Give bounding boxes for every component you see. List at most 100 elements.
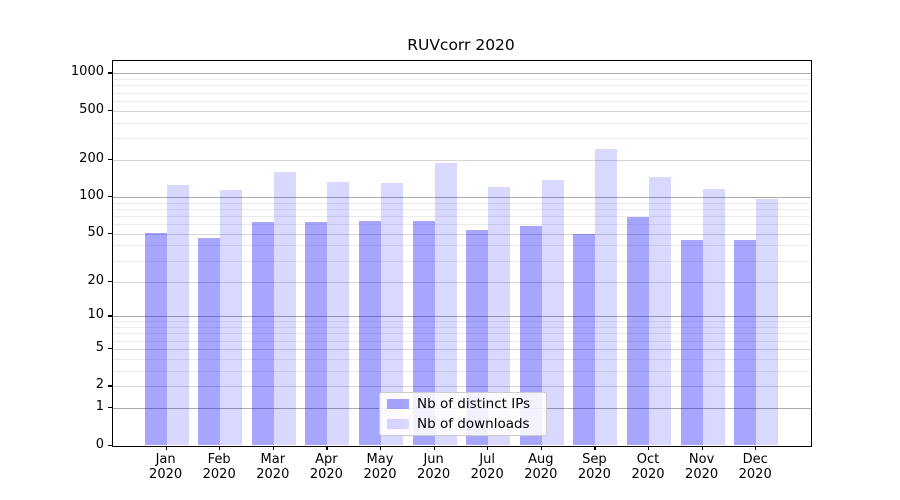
x-tick-label-jul: Jul 2020: [470, 451, 504, 483]
y-tick-label: 5: [95, 339, 104, 355]
y-tick-mark: [108, 385, 112, 387]
bar-downloads-mar: [273, 171, 296, 446]
gridline-minor: [113, 100, 811, 102]
y-tick-label: 1: [95, 399, 104, 415]
y-tick-label: 10: [87, 307, 104, 323]
legend-swatch-downloads: [387, 419, 409, 429]
gridline-minor: [113, 224, 811, 226]
x-tick-label-dec: Dec 2020: [738, 451, 772, 483]
gridline-decade: [113, 73, 811, 75]
x-tick-label-apr: Apr 2020: [309, 451, 343, 483]
y-tick-mark: [108, 158, 112, 161]
y-tick-label: 20: [87, 272, 104, 288]
bar-distinct-ips-mar: [251, 222, 274, 446]
y-tick-mark: [108, 232, 112, 234]
x-tick-label-aug: Aug 2020: [524, 451, 558, 483]
bar-distinct-ips-apr: [305, 222, 328, 446]
legend: Nb of distinct IPs Nb of downloads: [379, 392, 547, 436]
bar-downloads-apr: [327, 182, 350, 446]
x-tick-label-mar: Mar 2020: [256, 451, 290, 483]
x-tick-mark: [487, 445, 489, 450]
gridline-minor: [113, 370, 811, 372]
y-tick-mark: [108, 195, 112, 198]
legend-swatch-distinct-ips: [387, 399, 409, 409]
gridline-minor: [113, 202, 811, 204]
bar-distinct-ips-may: [359, 221, 381, 446]
gridline-minor: [113, 79, 811, 81]
bar-distinct-ips-dec: [734, 240, 757, 446]
y-tick-mark: [108, 280, 112, 282]
bar-distinct-ips-aug: [519, 225, 542, 446]
y-tick-label: 200: [79, 150, 104, 166]
x-tick-mark: [701, 445, 703, 450]
bar-distinct-ips-oct: [627, 217, 649, 446]
x-tick-mark: [272, 445, 274, 450]
bar-downloads-jan: [166, 185, 189, 446]
y-tick-mark: [108, 72, 112, 74]
gridline-minor: [113, 340, 811, 342]
gridline-decade: [113, 196, 811, 198]
y-tick-mark: [108, 444, 112, 446]
y-tick-mark: [108, 347, 112, 350]
bar-downloads-jun: [434, 163, 457, 446]
bar-distinct-ips-jul: [466, 229, 489, 446]
bar-distinct-ips-sep: [573, 233, 596, 446]
gridline-minor: [113, 321, 811, 323]
y-tick-mark: [108, 407, 112, 409]
gridline-minor: [113, 245, 811, 247]
bar-downloads-aug: [541, 180, 564, 446]
x-tick-mark: [433, 445, 435, 450]
gridline-minor: [113, 92, 811, 94]
x-tick-label-jan: Jan 2020: [149, 451, 183, 483]
bar-downloads-sep: [595, 148, 618, 446]
bar-downloads-nov: [702, 189, 725, 446]
bars-layer: [113, 61, 811, 446]
bar-downloads-jul: [488, 187, 511, 446]
bar-distinct-ips-nov: [680, 240, 703, 446]
x-tick-mark: [755, 445, 757, 450]
gridline-decade: [113, 316, 811, 318]
gridline-minor: [113, 85, 811, 87]
y-tick-label: 50: [87, 224, 104, 240]
gridline-minor: [113, 138, 811, 140]
x-tick-label-sep: Sep 2020: [577, 451, 611, 483]
legend-label-downloads: Nb of downloads: [417, 416, 530, 432]
y-tick-label: 0: [95, 436, 104, 452]
gridline-minor: [113, 327, 811, 329]
gridline-major: [113, 386, 811, 388]
y-tick-mark: [108, 315, 112, 317]
bar-downloads-feb: [220, 189, 243, 446]
x-tick-label-oct: Oct 2020: [631, 451, 665, 483]
x-tick-mark: [165, 445, 167, 450]
bar-downloads-may: [381, 183, 403, 446]
gridline-major: [113, 281, 811, 283]
x-tick-mark: [648, 445, 650, 450]
bar-distinct-ips-feb: [198, 238, 221, 446]
gridline-major: [113, 110, 811, 112]
x-tick-mark: [380, 445, 382, 450]
bar-downloads-dec: [756, 198, 779, 446]
x-tick-mark: [594, 445, 596, 450]
gridline-major: [113, 159, 811, 161]
x-tick-label-jun: Jun 2020: [417, 451, 451, 483]
legend-item-downloads: Nb of downloads: [380, 414, 546, 434]
gridline-minor: [113, 260, 811, 262]
y-tick-label: 500: [79, 101, 104, 117]
gridlines-layer: [113, 61, 811, 446]
x-tick-mark: [326, 445, 328, 450]
y-tick-mark: [108, 109, 112, 111]
plot-area: [112, 59, 812, 447]
gridline-minor: [113, 122, 811, 124]
gridline-minor: [113, 208, 811, 210]
x-tick-mark: [540, 445, 542, 450]
y-tick-label: 100: [79, 187, 104, 203]
x-tick-label-nov: Nov 2020: [685, 451, 719, 483]
y-tick-label: 1000: [70, 64, 104, 80]
x-tick-label-feb: Feb 2020: [202, 451, 236, 483]
gridline-minor: [113, 358, 811, 360]
bar-downloads-oct: [649, 177, 671, 446]
legend-item-distinct-ips: Nb of distinct IPs: [380, 394, 546, 414]
bar-distinct-ips-jun: [412, 220, 435, 446]
